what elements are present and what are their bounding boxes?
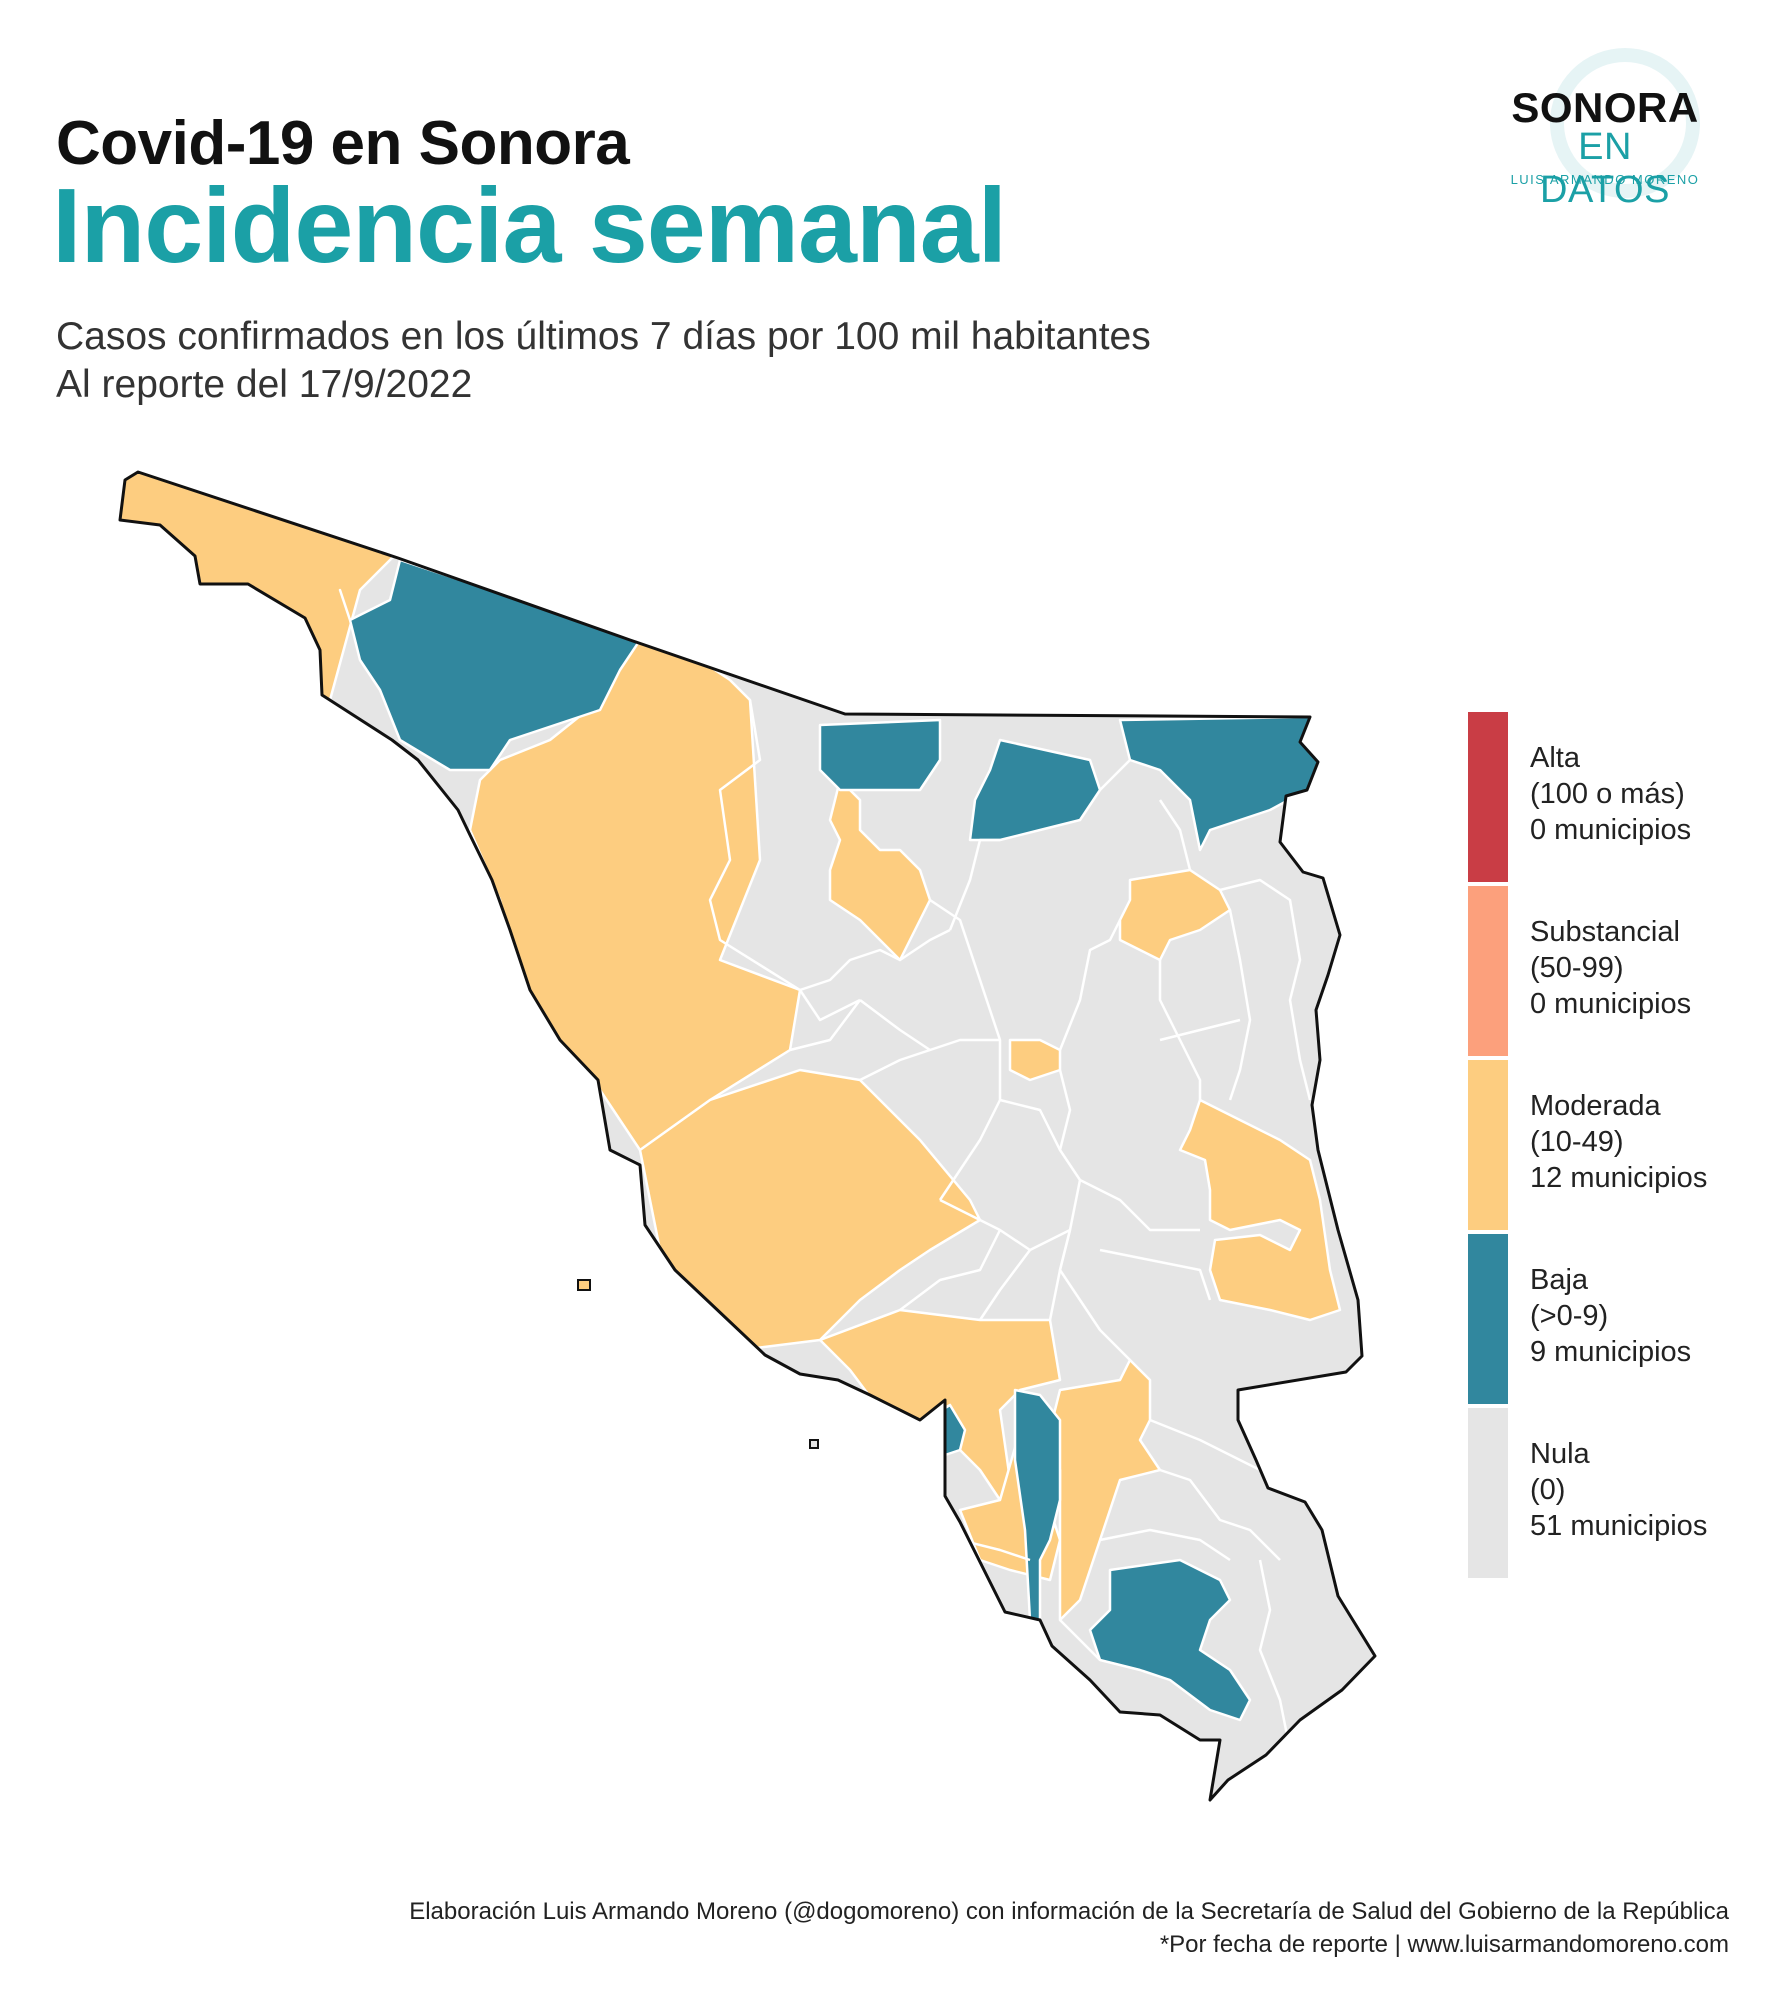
footer-line-1: Elaboración Luis Armando Moreno (@dogomo… — [409, 1898, 1729, 1925]
municipio-moderada-north-b — [1118, 868, 1232, 962]
legend-item-substancial: Substancial (50-99) 0 municipios — [1468, 886, 1758, 1058]
municipio-moderada-island — [598, 1158, 642, 1272]
legend-count: 51 municipios — [1530, 1510, 1708, 1542]
islet-2 — [809, 1439, 819, 1449]
municipio-baja-north-2 — [818, 718, 942, 792]
footer-credits: Elaboración Luis Armando Moreno (@dogomo… — [409, 1895, 1729, 1961]
municipio-moderada-east — [1178, 1098, 1342, 1322]
legend-label: Substancial — [1530, 916, 1680, 948]
legend-range: (>0-9) — [1530, 1300, 1609, 1332]
legend-range: (10-49) — [1530, 1126, 1624, 1158]
legend-item-baja: Baja (>0-9) 9 municipios — [1468, 1234, 1758, 1406]
municipio-baja-south-2 — [1013, 1388, 1062, 1622]
legend-text-substancial: Substancial (50-99) 0 municipios — [1530, 914, 1691, 1022]
legend-swatch-alta — [1468, 712, 1508, 882]
legend-label: Baja — [1530, 1264, 1589, 1296]
page-title: Incidencia semanal — [52, 167, 1007, 285]
legend-text-alta: Alta (100 o más) 0 municipios — [1530, 740, 1691, 848]
legend-text-baja: Baja (>0-9) 9 municipios — [1530, 1262, 1691, 1370]
subtitle: Casos confirmados en los últimos 7 días … — [56, 313, 1151, 409]
logo-text-2: EN DATOS — [1540, 126, 1670, 211]
title-sup: Covid-19 en Sonora — [56, 109, 630, 178]
legend-text-nula: Nula (0) 51 municipios — [1530, 1436, 1707, 1544]
legend-item-alta: Alta (100 o más) 0 municipios — [1468, 712, 1758, 884]
legend-text-moderada: Moderada (10-49) 12 municipios — [1530, 1088, 1707, 1196]
footer-line-2: *Por fecha de reporte | www.luisarmandom… — [1159, 1931, 1729, 1958]
legend-range: (0) — [1530, 1474, 1566, 1506]
legend-swatch-substancial — [1468, 886, 1508, 1056]
logo-text-1: SONORA — [1511, 84, 1699, 131]
subtitle-line-2: Al reporte del 17/9/2022 — [56, 363, 473, 406]
legend-swatch-baja — [1468, 1234, 1508, 1404]
legend-label: Alta — [1530, 742, 1580, 774]
legend-label: Moderada — [1530, 1090, 1661, 1122]
logo-text-3: LUIS ARMANDO MORENO — [1510, 172, 1700, 187]
municipio-baja-south-3 — [1088, 1558, 1252, 1722]
municipio-baja-north-3 — [968, 738, 1102, 842]
municipio-moderada-north-a — [828, 778, 932, 962]
legend-swatch-nula — [1468, 1408, 1508, 1578]
legend-swatch-moderada — [1468, 1060, 1508, 1230]
legend-item-nula: Nula (0) 51 municipios — [1468, 1408, 1758, 1580]
municipio-baja-north-1 — [338, 558, 642, 772]
legend-count: 9 municipios — [1530, 1336, 1692, 1368]
legend-count: 0 municipios — [1530, 988, 1692, 1020]
subtitle-line-1: Casos confirmados en los últimos 7 días … — [56, 315, 1151, 358]
legend-range: (100 o más) — [1530, 778, 1685, 810]
legend-range: (50-99) — [1530, 952, 1624, 984]
legend-item-moderada: Moderada (10-49) 12 municipios — [1468, 1060, 1758, 1232]
legend-count: 0 municipios — [1530, 814, 1692, 846]
legend-count: 12 municipios — [1530, 1162, 1708, 1194]
islet-1 — [577, 1279, 591, 1291]
legend-label: Nula — [1530, 1438, 1590, 1470]
